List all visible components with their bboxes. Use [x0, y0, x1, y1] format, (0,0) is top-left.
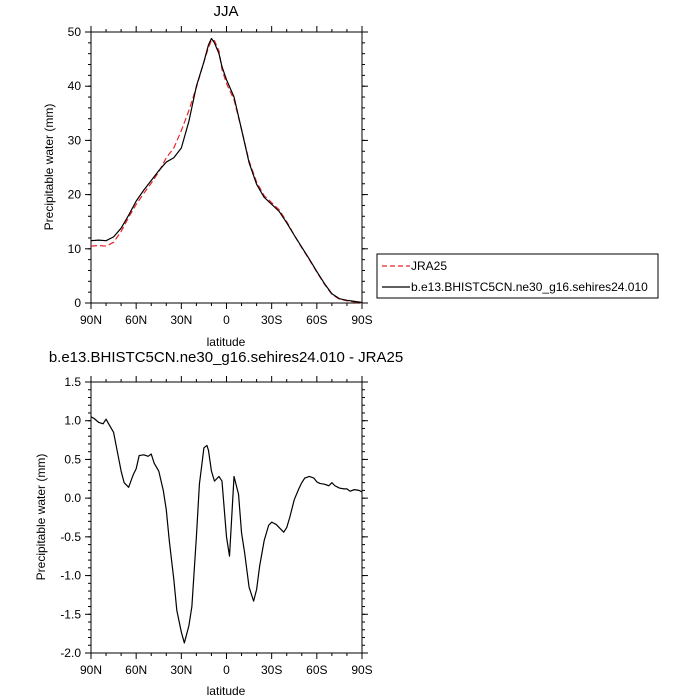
y-tick-label: 0.5: [64, 452, 81, 466]
y-tick-label: 0.0: [64, 491, 81, 505]
chart-title: b.e13.BHISTC5CN.ne30_g16.sehires24.010 -…: [49, 349, 403, 366]
plot-frame: [90, 381, 363, 654]
legend-label-jra25: JRA25: [411, 259, 447, 273]
x-axis-ticks: 90N 60N 30N 0 30S 60S 90S: [80, 376, 373, 677]
x-tick-label: 0: [223, 663, 230, 677]
x-tick-label: 60N: [125, 663, 147, 677]
x-tick-label: 30N: [170, 313, 192, 327]
y-tick-label: 30: [68, 133, 82, 147]
legend: JRA25 b.e13.BHISTC5CN.ne30_g16.sehires24…: [376, 253, 659, 299]
series-lines: [90, 416, 363, 644]
y-tick-label: 1.5: [64, 375, 81, 389]
y-axis-ticks: -2.0 -1.5 -1.0 -0.5 0.0 0.5 1.0 1.5: [60, 375, 368, 660]
x-axis-ticks: 90N 60N 30N 0 30S 60S 90S: [80, 26, 373, 327]
y-tick-label: -2.0: [60, 646, 81, 660]
difference-line: [90, 416, 363, 644]
chart-title: JJA: [213, 3, 238, 20]
x-tick-label: 90N: [80, 313, 102, 327]
y-tick-label: -1.5: [60, 607, 81, 621]
x-axis-label: latitude: [207, 335, 246, 349]
x-tick-label: 0: [223, 313, 230, 327]
x-tick-label: 30S: [261, 313, 282, 327]
x-axis-label: latitude: [207, 684, 246, 698]
x-tick-label: 30S: [261, 663, 282, 677]
y-tick-label: -1.0: [60, 569, 81, 583]
y-tick-label: 50: [68, 25, 82, 39]
bottom-panel: b.e13.BHISTC5CN.ne30_g16.sehires24.010 -…: [34, 349, 403, 698]
y-tick-label: 0: [74, 296, 81, 310]
legend-label-model: b.e13.BHISTC5CN.ne30_g16.sehires24.010: [411, 280, 648, 294]
y-tick-label: -0.5: [60, 530, 81, 544]
x-tick-label: 90S: [351, 663, 372, 677]
x-tick-label: 60S: [306, 313, 327, 327]
x-tick-label: 90S: [351, 313, 372, 327]
y-tick-label: 1.0: [64, 414, 81, 428]
x-tick-label: 60N: [125, 313, 147, 327]
top-panel: JJA 0 10 20 30 40 50 90N 60N 30N 0 30S 60S 90S lati…: [42, 3, 373, 349]
y-tick-label: 40: [68, 79, 82, 93]
y-tick-label: 10: [68, 242, 82, 256]
legend-box: [376, 253, 659, 299]
x-tick-label: 90N: [80, 663, 102, 677]
y-axis-ticks: 0 10 20 30 40 50: [68, 25, 368, 310]
y-axis-label: Precipitable water (mm): [34, 454, 48, 581]
series-line-model: [90, 37, 363, 304]
x-tick-label: 30N: [170, 663, 192, 677]
y-tick-label: 20: [68, 188, 82, 202]
plot-frame: [90, 31, 363, 304]
series-lines: [90, 37, 363, 304]
x-tick-label: 60S: [306, 663, 327, 677]
y-axis-label: Precipitable water (mm): [42, 104, 56, 231]
